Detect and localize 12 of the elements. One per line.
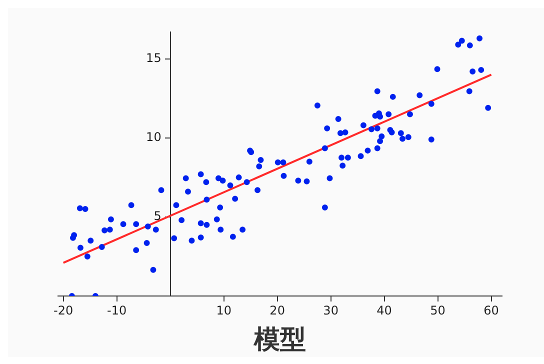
y-tick-label: 10 (146, 130, 162, 144)
text: 模型 (252, 324, 307, 357)
x-tick-label: 40 (376, 303, 392, 318)
x-tick-label: 20 (270, 303, 285, 318)
x-tick-label: -10 (107, 303, 127, 318)
y-tick-label: 5 (154, 209, 162, 224)
x-tick-label: 10 (216, 303, 232, 318)
x-tick-label: -20 (54, 303, 74, 318)
x-tick-label: 50 (430, 303, 446, 318)
y-tick-label: 15 (146, 51, 162, 65)
x-tick-label: 60 (484, 303, 499, 318)
x-tick-label: 30 (323, 303, 338, 318)
